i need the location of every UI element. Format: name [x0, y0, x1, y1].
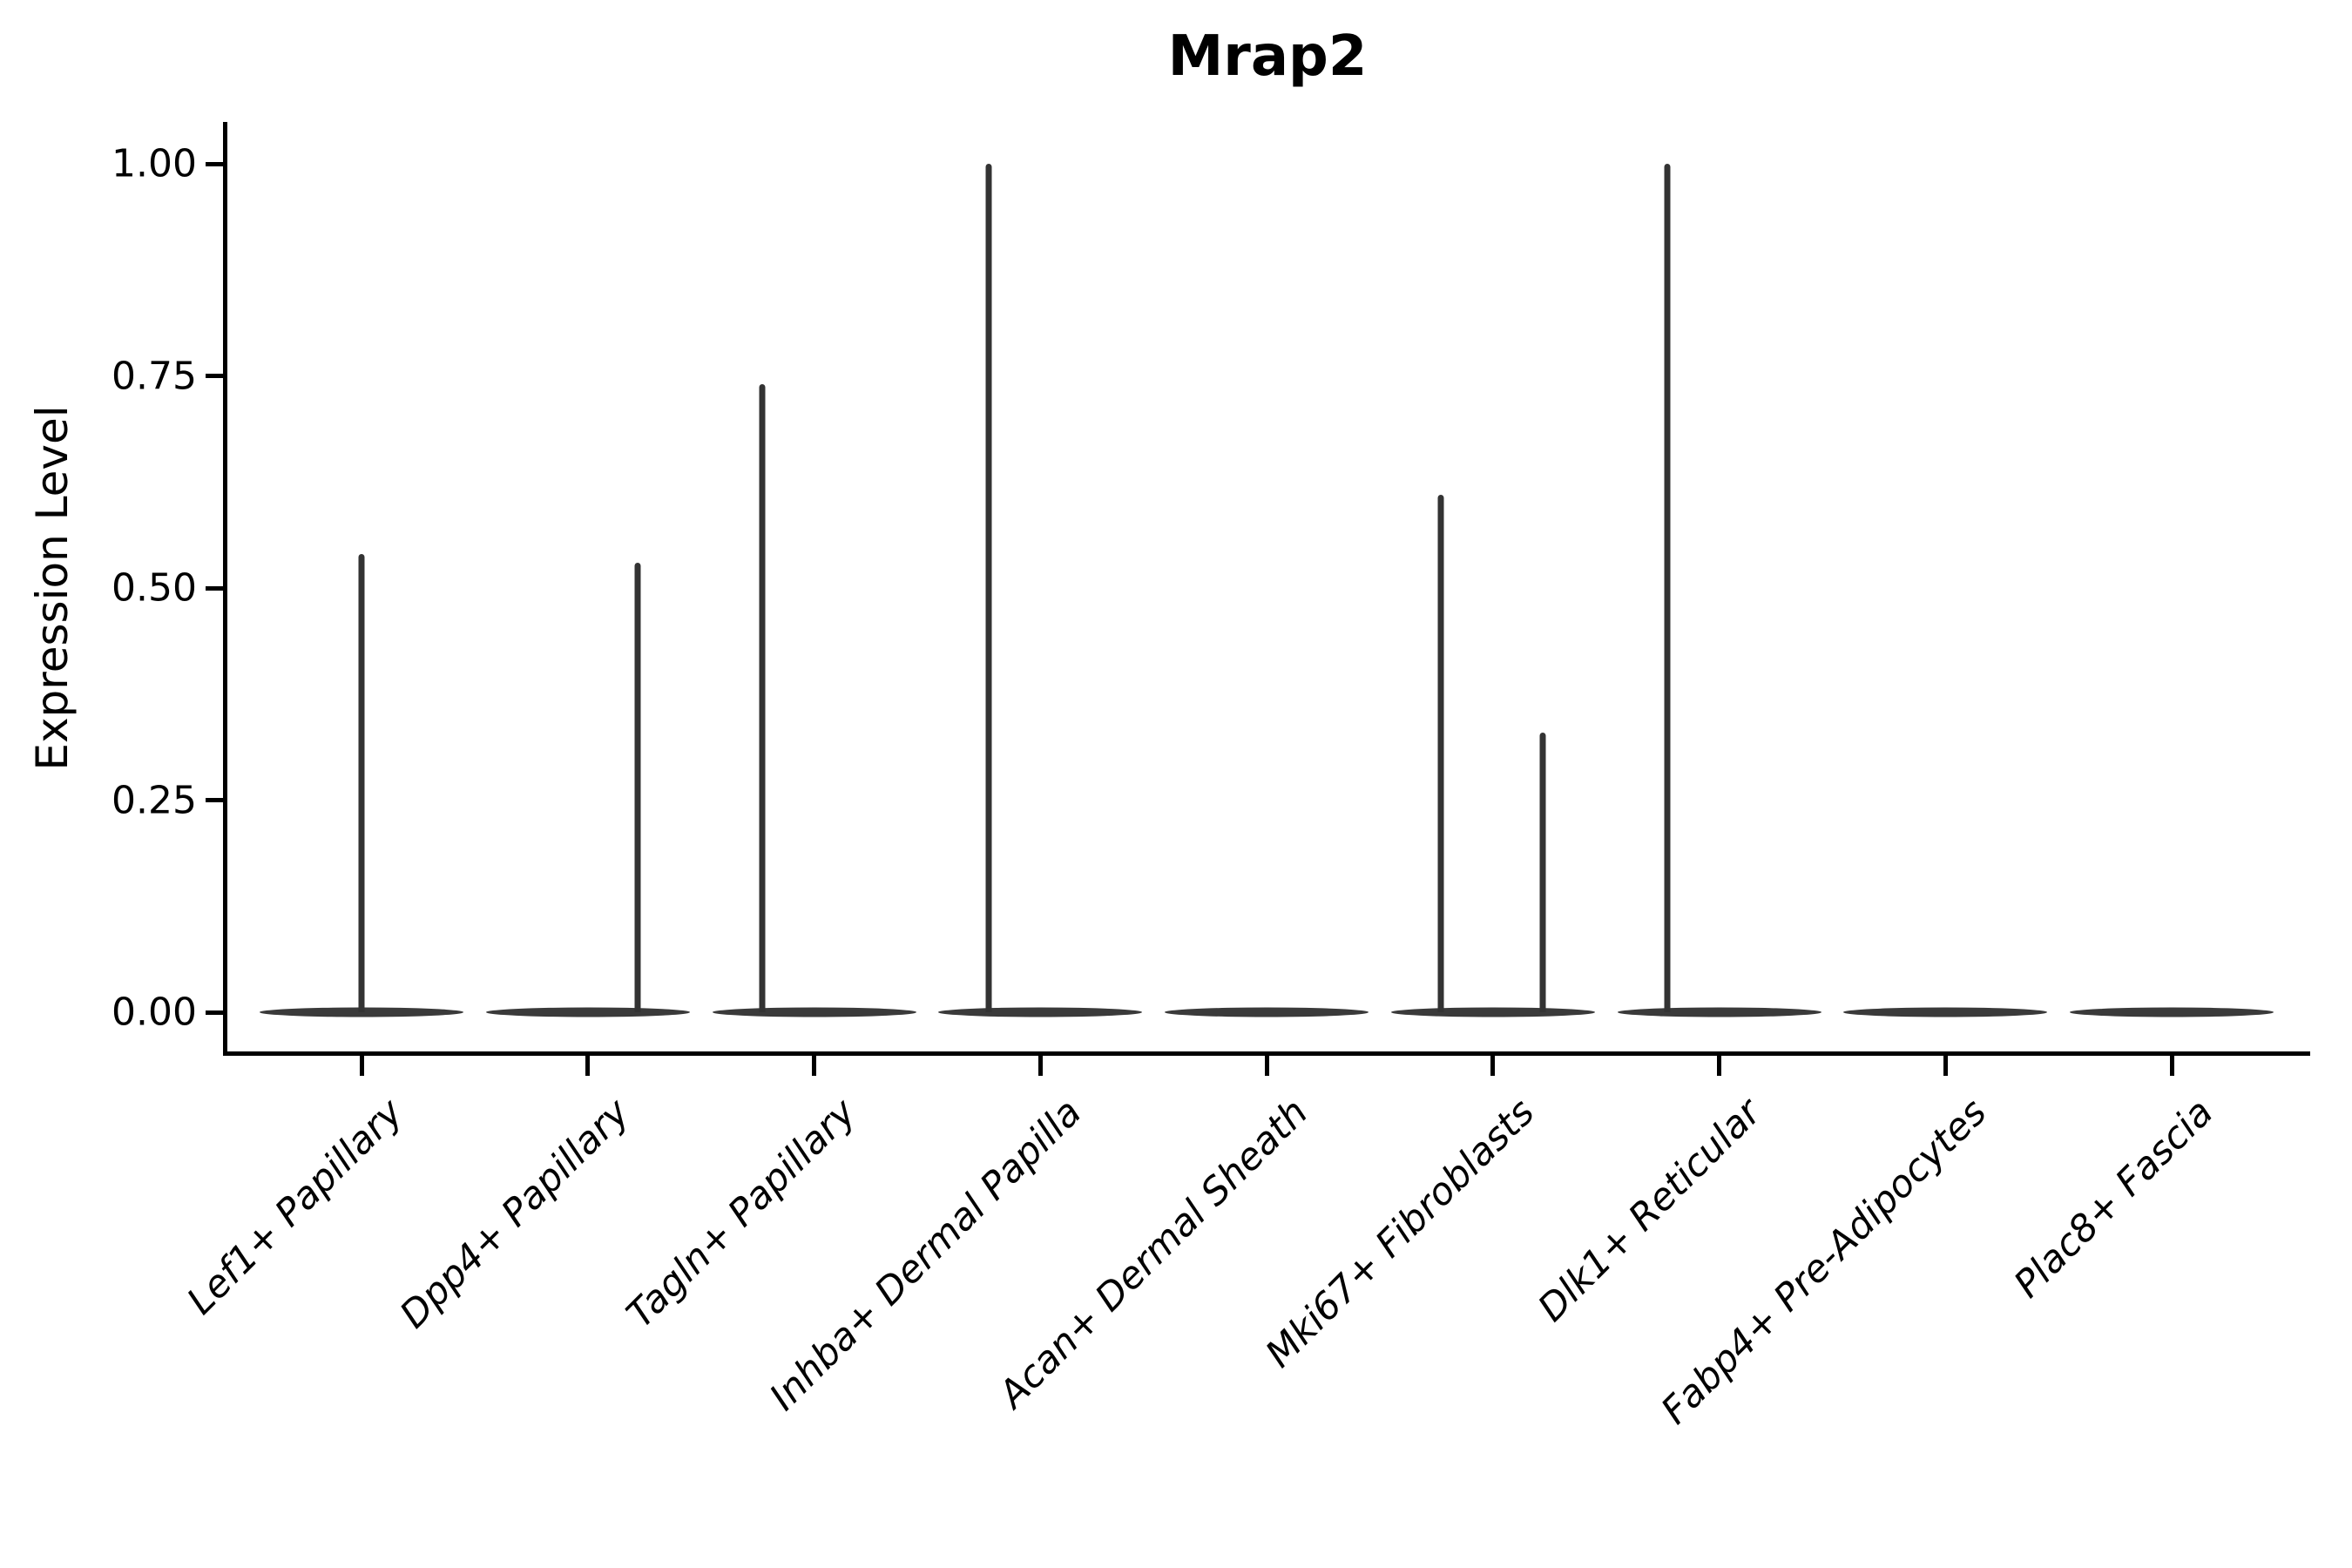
violin-zero-base: [938, 1007, 1143, 1017]
violin-density-spike: [985, 164, 991, 1012]
x-tick-label-text: Dpp4+ Papillary: [391, 1091, 639, 1337]
x-axis-spine: [223, 1051, 2310, 1056]
y-tick-mark: [206, 161, 223, 166]
x-tick-mark: [812, 1056, 816, 1076]
y-tick-mark: [206, 585, 223, 591]
violin-zero-base: [1617, 1007, 1821, 1017]
y-tick-label: 0.25: [112, 778, 197, 822]
y-tick-mark: [206, 798, 223, 802]
violin-density-spike: [1664, 164, 1671, 1012]
x-tick-mark: [1717, 1056, 1721, 1076]
x-tick-mark: [1943, 1056, 1948, 1076]
x-tick-label-text: Tagln+ Papillary: [618, 1091, 864, 1337]
x-tick-mark: [1037, 1056, 1043, 1076]
x-tick-label-text: Lef1+ Papillary: [179, 1091, 412, 1323]
x-tick-mark: [585, 1056, 591, 1076]
y-tick-mark: [206, 374, 223, 378]
x-tick-mark: [1264, 1056, 1269, 1076]
violin-density-spike: [358, 554, 365, 1012]
y-tick-label: 0.75: [112, 354, 197, 398]
violin-zero-base: [485, 1007, 690, 1017]
x-tick-label-text: Plac8+ Fascia: [2005, 1091, 2222, 1307]
violin-density-spike: [759, 384, 766, 1012]
y-tick-mark: [206, 1010, 223, 1015]
violin-zero-base: [1165, 1007, 1369, 1017]
violin-zero-base: [712, 1007, 916, 1017]
violin-zero-base: [1390, 1007, 1595, 1017]
y-tick-label: 1.00: [112, 141, 197, 186]
violin-zero-base: [260, 1007, 463, 1017]
violin-density-spike: [1437, 494, 1444, 1012]
violin-zero-base: [2070, 1007, 2274, 1017]
violin-density-spike: [634, 562, 641, 1012]
x-tick-mark: [1490, 1056, 1496, 1076]
x-tick-label-text: Dlk1+ Reticular: [1529, 1091, 1769, 1331]
y-tick-label: 0.50: [112, 565, 197, 611]
y-axis-spine: [223, 122, 227, 1056]
x-tick-mark: [2169, 1056, 2174, 1076]
y-tick-label: 0.00: [112, 990, 197, 1035]
x-tick-mark: [359, 1056, 364, 1076]
chart-title: Mrap2: [1167, 24, 1368, 89]
violin-density-spike: [1539, 732, 1546, 1012]
violin-zero-base: [1843, 1007, 2048, 1017]
